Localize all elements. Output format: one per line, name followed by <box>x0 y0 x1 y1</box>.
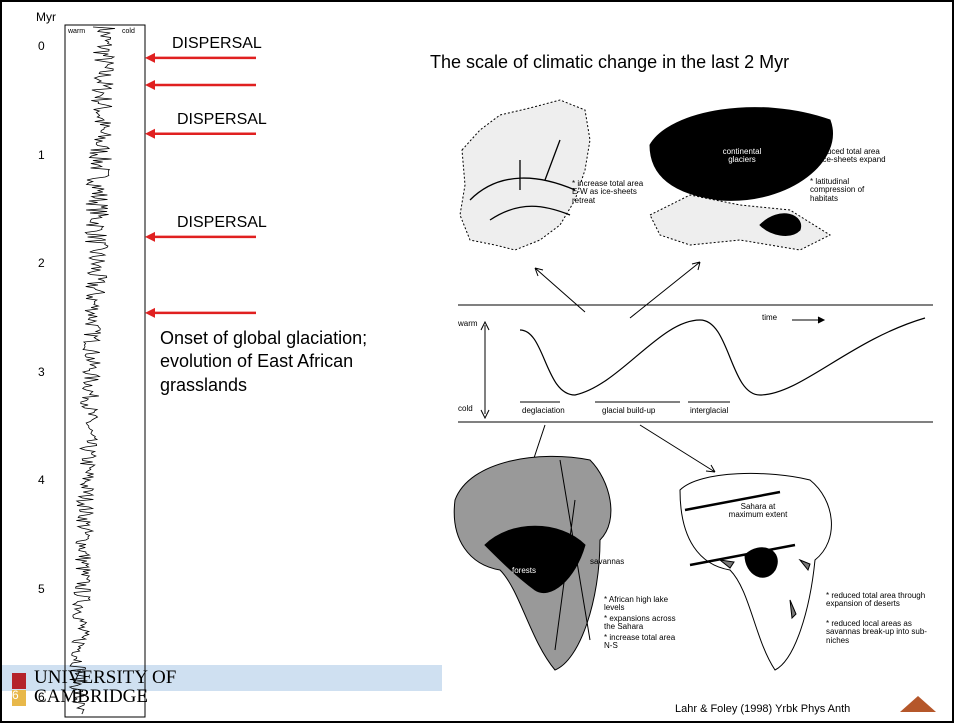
cold-label: cold <box>122 28 135 36</box>
university-line: CAMBRIDGE <box>34 686 148 707</box>
arrow-head <box>145 308 155 318</box>
note: glacial build-up <box>602 407 655 415</box>
arrow-label: DISPERSAL <box>172 34 262 53</box>
citation: Lahr & Foley (1998) Yrbk Phys Anth <box>675 703 850 716</box>
note: time <box>762 314 777 322</box>
note: forests <box>512 567 536 575</box>
tick-label: 4 <box>38 473 45 487</box>
axis-label: Myr <box>36 10 56 24</box>
note: * expansions across the Sahara <box>604 615 684 632</box>
page-number: 6 <box>12 688 19 702</box>
note: * African high lake levels <box>604 596 684 613</box>
arrow-head <box>145 53 155 63</box>
arrow-head <box>145 232 155 242</box>
note: * latitudinal compression of habitats <box>810 178 890 203</box>
note: deglaciation <box>522 407 565 415</box>
warm-label: warm <box>68 28 85 36</box>
note: Sahara at maximum extent <box>728 503 788 520</box>
note: continental glaciers <box>712 148 772 165</box>
tick-label: 2 <box>38 256 45 270</box>
tick-label: 5 <box>38 582 45 596</box>
arrow-label: Onset of global glaciation; evolution of… <box>160 327 370 397</box>
arrows <box>145 53 256 318</box>
tick-label: 1 <box>38 148 45 162</box>
note: * increase total area E-W as ice-sheets … <box>572 180 652 205</box>
note: savannas <box>590 558 624 566</box>
university-line: UNIVERSITY OF <box>34 667 176 688</box>
note: * reduced local areas as savannas break-… <box>826 620 936 645</box>
slide-border <box>1 1 953 722</box>
tick-label: 3 <box>38 365 45 379</box>
arrow-label: DISPERSAL <box>177 110 267 129</box>
note: interglacial <box>690 407 728 415</box>
note: * increase total area N-S <box>604 634 684 651</box>
tick-label: 0 <box>38 39 45 53</box>
slide-title: The scale of climatic change in the last… <box>430 52 789 74</box>
note: warm <box>458 320 478 328</box>
lcheb-logo <box>900 696 936 712</box>
note: * reduced total area through expansion o… <box>826 592 936 609</box>
slide-graphics <box>0 0 954 723</box>
arrow-head <box>145 80 155 90</box>
arrow-head <box>145 129 155 139</box>
arrow-label: DISPERSAL <box>177 213 267 232</box>
note: * reduced total area as ice-sheets expan… <box>810 148 890 165</box>
slide: The scale of climatic change in the last… <box>0 0 954 723</box>
climate-record <box>70 27 115 714</box>
note: cold <box>458 405 473 413</box>
